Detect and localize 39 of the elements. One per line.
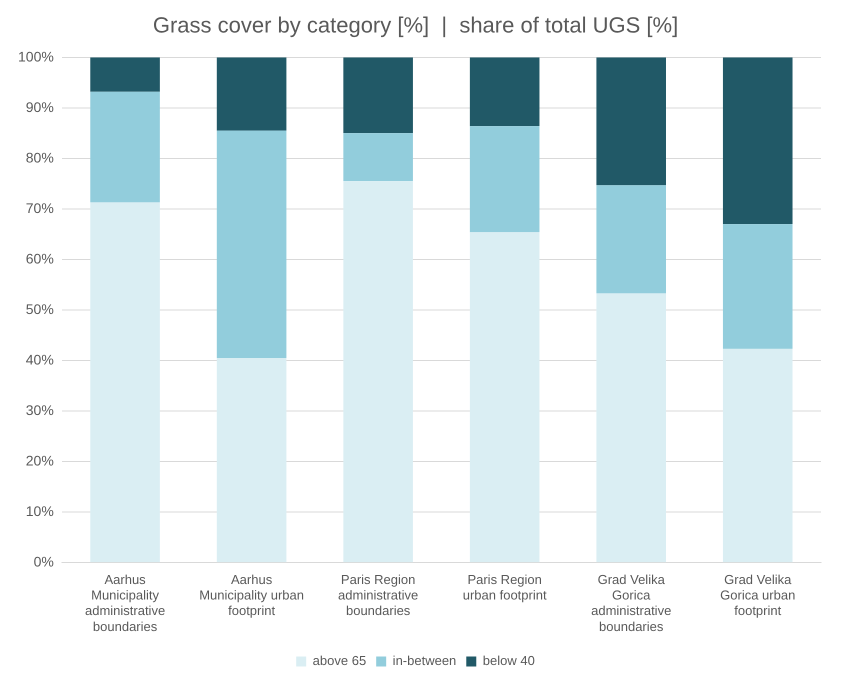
chart-title: Grass cover by category [%] | share of total UGS [%] [152,12,678,38]
y-tick-label: 30% [26,402,54,418]
legend-label: below 40 [482,653,535,668]
bar [90,202,160,562]
bar [216,57,286,131]
bar [216,358,286,562]
y-tick-label: 20% [26,452,54,468]
bar [216,130,286,358]
x-tick-label: Paris Region urban footprint [462,572,547,603]
y-tick-label: 90% [26,98,54,115]
x-tick-label: Aarhus Municipality administrative boundaries [84,572,166,634]
bar [470,126,540,232]
legend-label: above 65 [312,653,366,668]
bar [90,92,160,202]
y-tick-label: 80% [26,149,54,166]
y-tick-label: 70% [26,200,54,216]
y-tick-label: 100% [18,48,54,64]
bar [722,57,793,224]
bar [470,232,540,562]
x-tick-label: Aarhus Municipality urban footprint [199,572,304,618]
y-tick-label: 0% [34,553,54,570]
bar [470,57,540,126]
bar [343,57,413,134]
legend-label: in-between [392,653,456,668]
bar [722,348,793,562]
bar [343,181,413,562]
bar [343,133,413,182]
x-tick-label: Paris Region administrative boundaries [338,572,418,618]
y-tick-label: 60% [26,250,54,266]
bar [596,293,666,562]
y-tick-label: 50% [26,300,54,317]
x-tick-label: Grad Velika Gorica urban footprint [720,572,796,618]
bar [722,224,793,349]
bar [596,57,666,186]
y-tick-label: 10% [26,502,54,519]
bar [90,57,160,92]
y-tick-label: 40% [26,351,54,368]
bar [596,185,666,294]
x-tick-label: Grad Velika Gorica administrative boundaries [591,572,672,634]
